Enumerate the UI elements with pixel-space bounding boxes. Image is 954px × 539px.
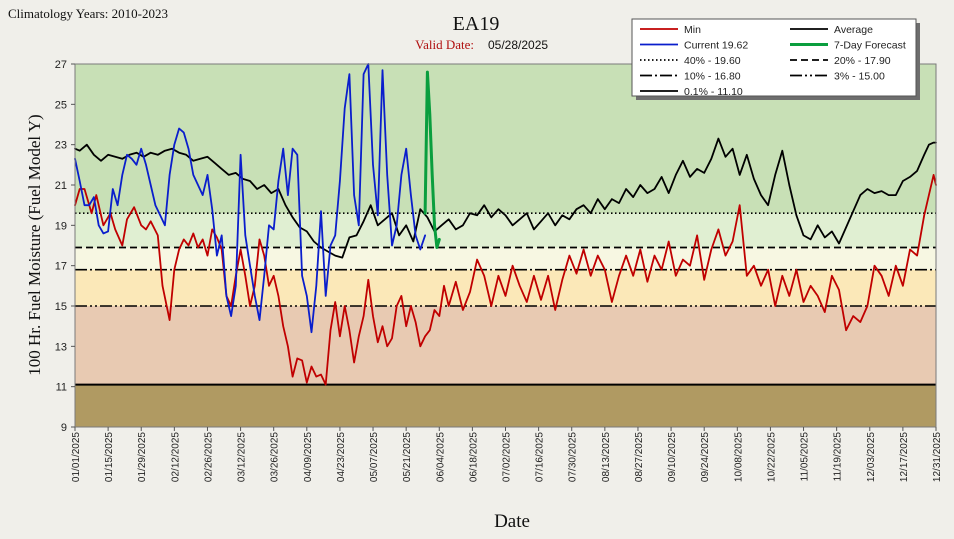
x-axis-ticks: 01/01/2025 01/15/2025 01/29/2025 02/12/2025…: [71, 427, 943, 482]
legend-label-3: 7-Day Forecast: [834, 40, 906, 52]
legend-label-4: 40% - 19.60: [684, 55, 741, 67]
x-tick-label-15: 07/30/2025: [568, 432, 579, 482]
y-axis-label: 100 Hr. Fuel Moisture (Fuel Model Y): [25, 114, 44, 375]
x-tick-label-14: 07/16/2025: [535, 432, 546, 482]
climatology-label: Climatology Years: 2010-2023: [8, 6, 168, 21]
y-tick-label-9: 27: [55, 59, 67, 71]
x-tick-label-13: 07/02/2025: [502, 432, 513, 482]
legend-label-1: Average: [834, 24, 873, 36]
y-axis-ticks: 9 11 13 15 17 19 21 23 25 27: [55, 59, 75, 434]
y-tick-label-2: 13: [55, 341, 67, 353]
x-tick-label-26: 12/31/2025: [932, 432, 943, 482]
legend-label-5: 20% - 17.90: [834, 55, 891, 67]
x-tick-label-7: 04/09/2025: [303, 432, 314, 482]
legend-label-6: 10% - 16.80: [684, 71, 741, 83]
x-tick-label-19: 09/24/2025: [700, 432, 711, 482]
x-tick-label-6: 03/26/2025: [270, 432, 281, 482]
x-tick-label-11: 06/04/2025: [435, 432, 446, 482]
x-axis-label: Date: [494, 511, 530, 532]
band-2: [75, 269, 936, 306]
band-3: [75, 247, 936, 270]
legend-label-2: Current 19.62: [684, 40, 748, 52]
series-line-2: [74, 63, 427, 334]
y-tick-label-6: 21: [55, 180, 67, 192]
y-tick-label-4: 17: [55, 261, 67, 273]
y-tick-label-5: 19: [55, 220, 67, 232]
x-tick-label-24: 12/03/2025: [866, 432, 877, 482]
moisture-bands: [75, 64, 936, 427]
series-line-1: [74, 137, 937, 259]
legend-label-7: 3% - 15.00: [834, 71, 885, 83]
x-tick-label-0: 01/01/2025: [71, 432, 82, 482]
y-tick-label-0: 9: [61, 422, 67, 434]
x-tick-label-8: 04/23/2025: [336, 432, 347, 482]
legend-box: [631, 18, 917, 97]
x-tick-label-16: 08/13/2025: [601, 432, 612, 482]
series-lines: [74, 63, 937, 386]
band-1: [75, 306, 936, 385]
percentile-lines: [75, 212, 936, 386]
y-tick-label-8: 25: [55, 99, 67, 111]
x-tick-label-1: 01/15/2025: [104, 432, 115, 482]
x-tick-label-21: 10/22/2025: [766, 432, 777, 482]
x-tick-label-4: 02/26/2025: [203, 432, 214, 482]
x-tick-label-17: 08/27/2025: [634, 432, 645, 482]
x-tick-label-23: 11/19/2025: [833, 432, 844, 482]
band-0: [75, 384, 936, 427]
legend: Min Average Current 19.62 7-Day Forecast 40%…: [631, 18, 920, 100]
x-tick-label-3: 02/12/2025: [170, 432, 181, 482]
y-tick-label-1: 11: [56, 382, 67, 394]
x-tick-label-9: 05/07/2025: [369, 432, 380, 482]
y-tick-label-7: 23: [55, 140, 67, 152]
series-line-3: [423, 70, 441, 249]
chart-title: EA19: [453, 13, 500, 35]
x-tick-label-2: 01/29/2025: [137, 432, 148, 482]
valid-date-value: 05/28/2025: [488, 38, 548, 52]
legend-label-0: Min: [684, 24, 701, 36]
x-tick-label-18: 09/10/2025: [667, 432, 678, 482]
series-line-0: [74, 173, 937, 386]
x-tick-label-10: 05/21/2025: [402, 432, 413, 482]
y-tick-label-3: 15: [55, 301, 67, 313]
x-tick-label-12: 06/18/2025: [468, 432, 479, 482]
valid-date-label: Valid Date:: [415, 37, 474, 52]
x-tick-label-22: 11/05/2025: [800, 432, 811, 482]
legend-label-8: 0.1% - 11.10: [684, 86, 743, 98]
x-tick-label-20: 10/08/2025: [733, 432, 744, 482]
x-tick-label-5: 03/12/2025: [237, 432, 248, 482]
x-tick-label-25: 12/17/2025: [899, 432, 910, 482]
